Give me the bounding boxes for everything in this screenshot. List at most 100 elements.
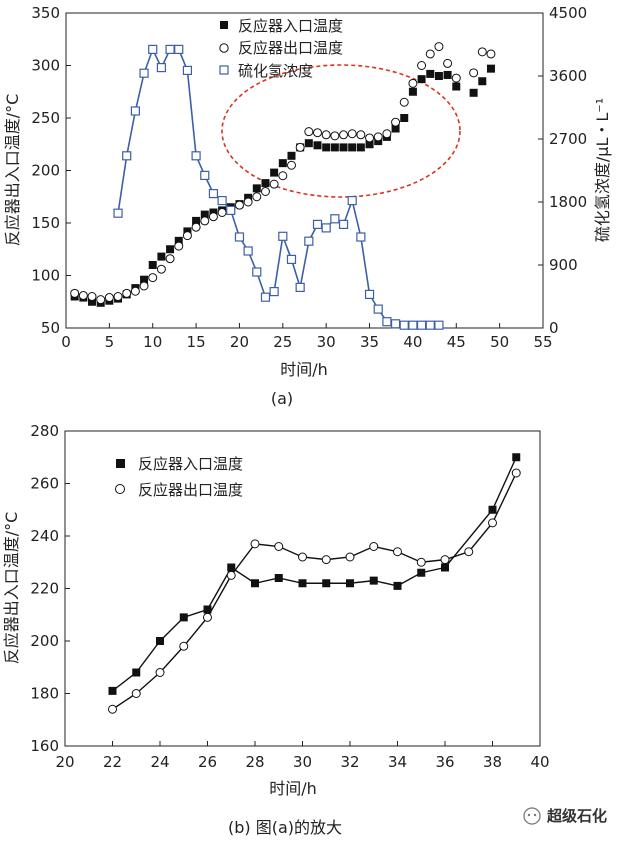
chart-a-point-s1 [347,129,357,139]
chart-a-point-s2 [269,287,279,297]
chart-a-point-s2 [226,205,236,215]
chart-b-point-s0 [251,579,259,588]
chart-a-point-s1 [382,129,392,139]
chart-b-point-s1 [416,557,426,567]
chart-a-point-s2 [234,232,245,242]
chart-b-point-s1 [131,689,141,698]
chart-a-point-s1 [96,295,106,305]
chart-b-x-ticks: 20 22 24 26 28 30 32 34 36 38 40 [55,741,550,771]
chart-b-point-s0 [417,568,426,577]
chart-b-point-s0 [156,637,164,645]
chart-a-point-s1 [104,293,114,303]
chart-b-point-s0 [322,579,331,588]
chart-a-point-s1 [70,288,80,298]
chart-a-x-tick-label: 20 [230,333,249,351]
chart-b-point-s1 [440,555,450,565]
chart-a-point-s2 [243,246,253,256]
chart-b-y-tick-label: 260 [30,475,59,493]
chart-b-point-s1 [488,518,497,528]
chart-b-point-s0 [441,563,449,572]
legend-b-label-outlet: 反应器出口温度 [138,481,243,499]
chart-b-legend: 反应器入口温度 反应器出口温度 [115,455,243,499]
chart-b-x-tick-label: 28 [245,753,264,771]
chart-a-x-axis-label: 时间/h [280,360,328,379]
chart-a-point-s0 [348,143,357,152]
chart-b-y-tick-label: 200 [30,632,59,650]
chart-b-x-tick-label: 30 [293,753,312,771]
chart-b-x-tick-label: 20 [55,753,74,771]
chart-a-point-s2 [148,44,158,55]
chart-b-point-s0 [132,668,141,677]
chart-a-point-s2 [156,62,166,73]
chart-a-y2-tick-label: 0 [549,319,559,337]
chart-a-point-s0 [356,143,365,152]
chart-b-point-s1 [511,468,521,478]
chart-a-point-s1 [425,49,435,59]
chart-b-point-s1 [179,641,189,651]
chart-a-legend: 反应器入口温度 反应器出口温度 硫化氢浓度 [219,17,343,80]
chart-a-point-s0 [148,261,157,269]
chart-a-point-s2 [373,304,383,314]
chart-a-point-s1 [304,127,314,137]
chart-a-point-s1 [269,179,279,189]
chart-a-highlight-ellipse [221,64,461,198]
chart-a-point-s1 [399,97,409,107]
chart-a-point-s0 [469,88,478,97]
chart-a-point-s2 [165,44,175,55]
chart-b-point-s0 [108,686,117,695]
chart-b-series-line-1 [112,472,517,710]
chart-b-point-s0 [512,453,521,462]
chart-a-point-s2 [182,65,193,76]
chart-b-point-s1 [108,704,117,714]
chart-b-y-tick-label: 160 [30,737,59,755]
chart-a-y-tick-label: 350 [31,4,60,22]
chart-a-y2-tick-label: 4500 [549,4,587,22]
chart-a-point-s2 [304,236,314,246]
chart-a-point-s0 [400,114,409,122]
chart-b-x-tick-label: 38 [483,753,502,771]
chart-a-point-s1 [443,58,453,68]
chart-a-point-s1 [365,133,375,143]
chart-b-x-tick-label: 32 [340,753,359,771]
chart-a-point-s2 [252,267,262,277]
wechat-icon [523,807,541,825]
chart-a-point-s2 [122,151,132,161]
chart-b-point-s1 [250,539,260,549]
chart-a-point-s0 [452,82,461,91]
chart-b-plot-frame [64,430,541,747]
chart-a-point-s0 [174,236,183,245]
chart-a-point-s0 [270,168,279,177]
chart-b: 20 22 24 26 28 30 32 34 36 38 40 160 180 200 220 240 26… [2,422,550,837]
chart-b-point-s1 [393,547,402,557]
chart-a-point-s1 [78,290,88,300]
chart-a-caption: (a) [271,389,293,408]
chart-b-y-axis-label: 反应器出入口温度/°C [2,512,21,665]
chart-a-y2-axis-label: 硫化氢浓度/μL・L⁻¹ [593,98,612,242]
chart-a-point-s2 [425,320,435,330]
chart-a-point-s1 [373,132,383,142]
chart-a-point-s2 [208,189,219,199]
legend-marker-outlet [219,43,229,53]
chart-a-point-s1 [113,292,123,301]
chart-a-point-s2 [130,106,140,116]
chart-a-point-s0 [278,159,287,168]
chart-a-point-s1 [408,78,418,88]
chart-a-point-s2 [356,232,366,242]
chart-b-point-s0 [369,576,378,585]
legend-marker-h2s [219,65,229,75]
chart-a-y2-tick-label: 900 [549,256,578,274]
chart-a-point-s2 [416,320,427,330]
chart-a-x-tick-label: 15 [187,333,206,351]
chart-b-point-s1 [464,547,474,557]
chart-b-x-tick-label: 24 [150,753,169,771]
chart-a-point-s2 [330,214,340,224]
chart-a-point-s1 [469,68,479,78]
legend-b-marker-inlet [116,459,125,468]
chart-a-x-tick-label: 40 [403,333,422,351]
chart-b-point-s1 [298,552,307,562]
chart-a-point-s2 [286,254,297,264]
chart-a-point-s1 [391,117,401,127]
chart-a-point-s0 [88,297,97,306]
chart-b-point-s0 [179,613,188,622]
chart-a-point-s0 [200,210,209,219]
